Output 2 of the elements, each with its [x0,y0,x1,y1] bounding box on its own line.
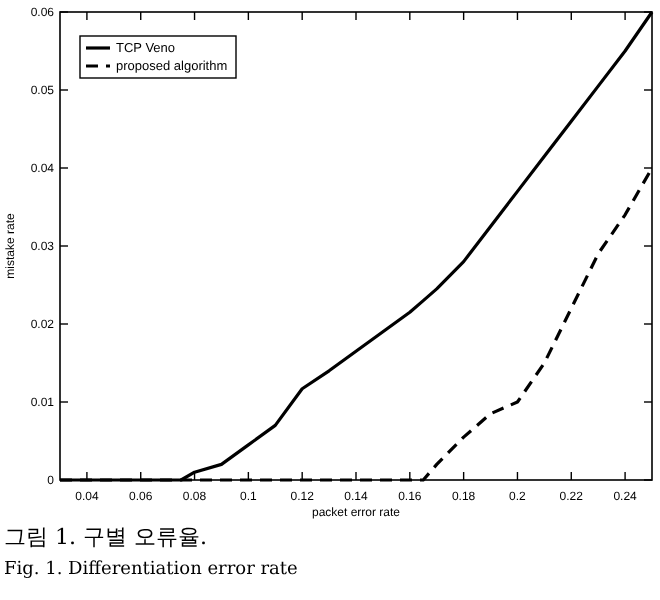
caption: 그림 1. 구별 오류율. [4,524,207,550]
caption: Fig. 1. Differentiation error rate [4,560,298,580]
